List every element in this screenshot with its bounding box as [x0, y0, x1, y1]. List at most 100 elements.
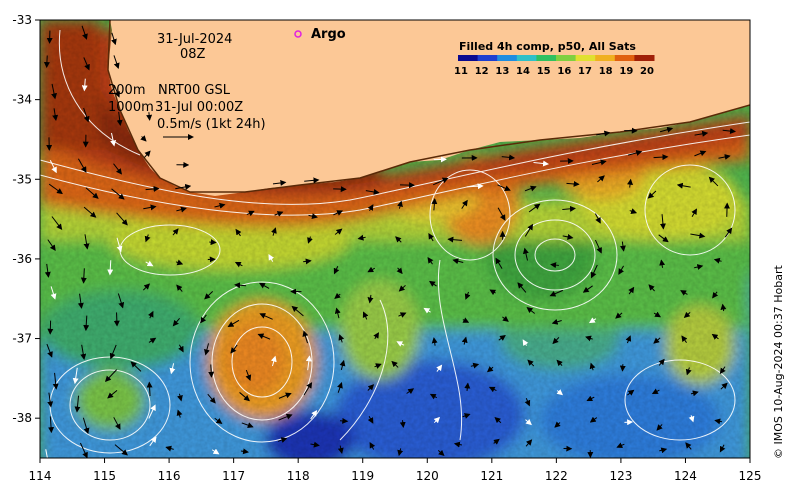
current-arrow [257, 333, 271, 340]
current-arrow [685, 367, 692, 376]
colorbar-segment [556, 55, 577, 61]
current-arrow [658, 358, 665, 366]
current-arrow [659, 447, 668, 454]
current-arrow [214, 417, 223, 424]
current-arrow [502, 315, 509, 322]
current-arrow [524, 223, 534, 237]
current-arrow [436, 364, 443, 372]
current-arrow [659, 214, 666, 230]
current-arrow [274, 211, 284, 217]
current-arrow [116, 111, 123, 126]
current-arrow [357, 234, 366, 241]
current-arrow [629, 208, 638, 214]
colorbar-segment [634, 55, 655, 61]
current-arrow [337, 445, 344, 454]
current-arrow [278, 413, 293, 421]
current-arrow [528, 203, 541, 213]
current-arrow [208, 364, 215, 378]
colorbar-tick-label: 11 [454, 66, 468, 77]
current-arrow [597, 175, 605, 183]
current-arrow [74, 395, 81, 413]
current-arrow [373, 332, 379, 340]
current-arrow [369, 441, 376, 450]
current-arrow [52, 108, 59, 122]
current-arrow [676, 182, 691, 189]
current-arrow [462, 413, 471, 419]
current-arrow [428, 232, 434, 242]
current-arrow [77, 293, 84, 309]
current-arrow [590, 264, 598, 279]
colorbar-tick-label: 14 [516, 66, 530, 77]
current-arrow [80, 344, 87, 360]
current-arrow [618, 265, 625, 275]
x-tick-label: 119 [351, 469, 374, 483]
x-tick-label: 121 [480, 469, 503, 483]
current-arrow [113, 312, 120, 327]
current-arrow [207, 393, 216, 404]
contour-lines [40, 29, 750, 454]
current-arrow [83, 206, 97, 218]
current-arrow [464, 382, 471, 391]
current-arrow [488, 386, 497, 393]
current-arrow [178, 344, 184, 353]
current-arrow [146, 112, 153, 121]
current-arrow [527, 359, 535, 367]
current-arrow [175, 183, 192, 190]
time-label: 08Z [180, 47, 206, 62]
y-tick-label: -38 [12, 411, 32, 425]
current-arrow [719, 366, 726, 375]
x-tick-label: 117 [222, 469, 245, 483]
current-arrow [47, 239, 56, 252]
current-arrow [165, 445, 174, 452]
colorbar-tick-label: 12 [475, 66, 489, 77]
current-arrow [291, 305, 304, 317]
current-arrow [177, 393, 183, 402]
current-arrow [339, 417, 349, 424]
current-arrow [396, 341, 405, 347]
current-arrow [209, 239, 217, 246]
current-arrow [588, 317, 597, 324]
current-arrow [589, 362, 596, 371]
current-arrow [524, 398, 531, 407]
current-arrow [339, 359, 346, 370]
current-arrow [464, 291, 471, 300]
current-arrow [203, 343, 210, 356]
current-arrow [627, 178, 634, 188]
colorbar-segment [497, 55, 518, 61]
current-arrow [172, 228, 179, 236]
current-arrow [708, 176, 719, 187]
current-arrow [711, 333, 719, 340]
current-arrow [533, 160, 550, 167]
current-arrow [497, 207, 506, 221]
current-arrow [680, 290, 688, 296]
depth-1000-label: 1000m [108, 100, 154, 115]
current-arrow [566, 180, 580, 187]
current-arrow [239, 392, 250, 402]
current-arrow [526, 307, 535, 314]
current-arrow [109, 344, 117, 360]
current-arrow [148, 310, 154, 319]
current-arrow [651, 388, 660, 394]
land-mass [108, 20, 750, 196]
current-arrow [176, 409, 183, 418]
current-arrow [140, 135, 147, 142]
current-arrow [83, 234, 90, 250]
current-arrow [334, 292, 341, 299]
current-arrow [146, 381, 153, 397]
current-arrow [114, 444, 128, 456]
current-arrow [214, 202, 226, 209]
current-arrow [462, 317, 470, 323]
colorbar-tick-label: 13 [495, 66, 509, 77]
scale-label: 0.5m/s (1kt 24h) [157, 117, 266, 132]
current-arrow [550, 262, 559, 269]
y-tick-label: -34 [12, 93, 32, 107]
x-tick-label: 120 [416, 469, 439, 483]
x-tick-label: 124 [674, 469, 697, 483]
current-arrow [562, 233, 574, 240]
current-arrow [688, 415, 695, 423]
current-arrow [429, 280, 437, 287]
current-arrow [396, 267, 403, 275]
nrt-time-label: 31-Jul 00:00Z [155, 100, 243, 115]
current-arrow [145, 260, 154, 267]
current-arrow [81, 25, 88, 40]
